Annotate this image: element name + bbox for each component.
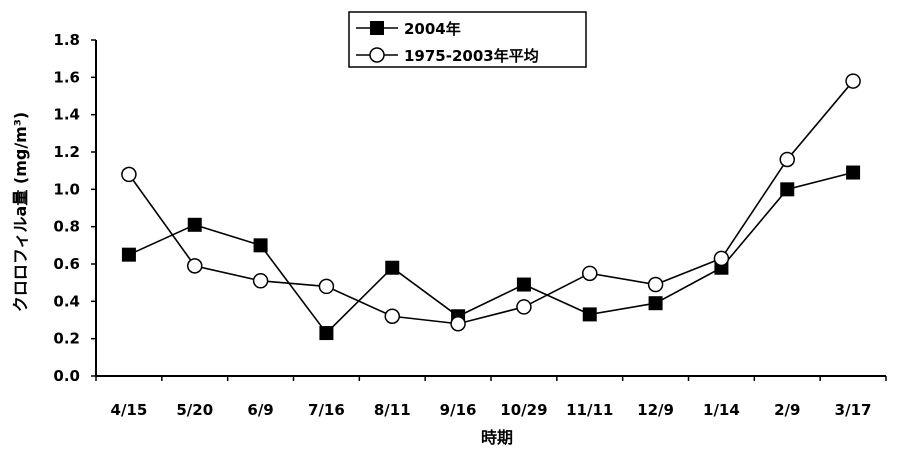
y-tick-label: 1.2 [53, 143, 80, 161]
y-tick-label: 1.4 [53, 106, 80, 124]
data-point-circle [318, 278, 335, 295]
y-tick-label: 0.6 [53, 255, 80, 273]
data-point-square [648, 296, 663, 311]
data-point-circle [121, 166, 137, 183]
x-tick-label: 2/9 [774, 401, 800, 419]
series-line [128, 80, 854, 325]
x-tick-label: 11/11 [566, 401, 613, 419]
x-tick-label: 7/16 [308, 401, 345, 419]
x-tick-label: 1/14 [703, 401, 740, 419]
data-point-square [516, 277, 531, 292]
legend-label-2004: 2004年 [404, 20, 461, 38]
data-point-square [319, 326, 334, 341]
data-point-square [253, 238, 268, 253]
x-axis-ticks: 4/15 5/20 6/9 7/16 8/11 9/16 10/29 11/11 12/9 1/1… [95, 376, 887, 419]
data-point-square [780, 182, 795, 197]
y-axis-title: クロロフィルa量 (mg/m³) [11, 112, 30, 312]
data-point-square [187, 217, 202, 232]
axes [95, 40, 886, 377]
series-1 [121, 73, 861, 332]
x-tick-label: 10/29 [500, 401, 547, 419]
data-point-circle [384, 308, 400, 325]
data-point-square [582, 307, 597, 322]
legend-box [348, 11, 587, 68]
legend-marker-2004 [370, 21, 384, 35]
legend-marker-average [369, 47, 385, 63]
series-group [121, 73, 861, 341]
data-point-square [121, 247, 136, 262]
y-axis-ticks: 0.0 0.2 0.4 0.6 0.8 1.0 1.2 1.4 1.6 1.8 [53, 31, 96, 385]
x-tick-label: 12/9 [637, 401, 674, 419]
data-point-circle [516, 299, 532, 315]
series-0 [121, 165, 861, 341]
data-point-circle [582, 265, 598, 282]
legend: 2004年 1975-2003年平均 [348, 11, 587, 68]
data-point-circle [252, 273, 269, 289]
x-tick-label: 8/11 [374, 401, 411, 419]
y-tick-label: 0.2 [53, 330, 80, 348]
x-tick-label: 9/16 [440, 401, 477, 419]
series-line [128, 171, 854, 335]
data-point-circle [647, 276, 664, 293]
data-point-circle [713, 250, 730, 267]
x-axis-title: 時期 [481, 428, 513, 447]
data-point-circle [845, 73, 861, 89]
y-tick-label: 0.4 [53, 292, 80, 310]
data-point-circle [779, 151, 795, 168]
data-point-circle [187, 258, 203, 274]
x-tick-label: 3/17 [835, 401, 872, 419]
x-tick-label: 5/20 [176, 401, 213, 419]
y-tick-label: 1.8 [53, 31, 80, 49]
data-point-circle [450, 315, 466, 332]
data-point-square [846, 165, 861, 180]
data-point-square [385, 260, 400, 275]
y-tick-label: 0.0 [53, 367, 80, 385]
y-tick-label: 1.0 [53, 180, 80, 198]
x-tick-label: 4/15 [111, 401, 148, 419]
y-tick-label: 0.8 [53, 218, 80, 236]
legend-label-average: 1975-2003年平均 [404, 47, 539, 65]
x-tick-label: 6/9 [247, 401, 273, 419]
y-tick-label: 1.6 [53, 68, 80, 86]
